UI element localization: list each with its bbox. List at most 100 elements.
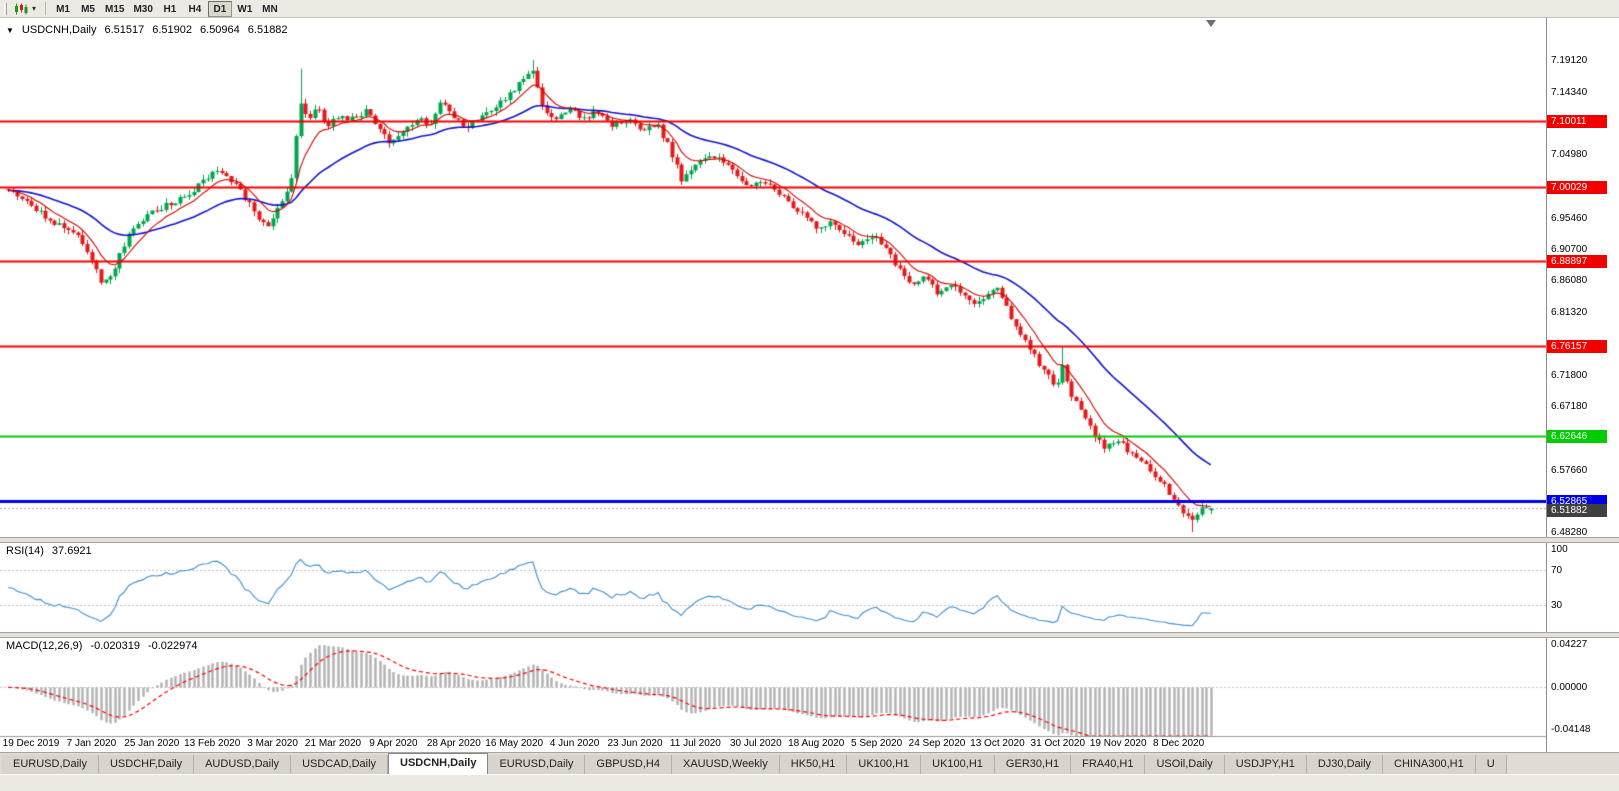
status-bar	[0, 774, 1619, 791]
chart-ohlc-header: ▼ USDCNH,Daily 6.51517 6.51902 6.50964 6…	[6, 24, 288, 36]
price-level-label[interactable]: 7.00029	[1547, 181, 1607, 195]
price-level-label[interactable]: 6.62646	[1547, 430, 1607, 444]
timeframe-button-d1[interactable]: D1	[207, 0, 232, 17]
chart-tab-usdjpy-h1[interactable]: USDJPY,H1	[1224, 755, 1307, 774]
chart-tab-eurusd-daily[interactable]: EURUSD,Daily	[488, 755, 586, 774]
chart-tab-usdcad-daily[interactable]: USDCAD,Daily	[291, 755, 389, 774]
macd-label: MACD(12,26,9)	[6, 640, 83, 652]
price-axis-tick: 7.19120	[1551, 54, 1588, 66]
chart-tab-usdcnh-daily[interactable]: USDCNH,Daily	[388, 753, 489, 774]
timeframe-button-m1[interactable]: M1	[56, 3, 70, 15]
price-axis-tick: 6.90700	[1551, 244, 1588, 256]
date-axis-label: 31 Oct 2020	[1030, 738, 1086, 749]
date-axis-label: 8 Dec 2020	[1153, 738, 1205, 749]
chart-tab-fra40-h1[interactable]: FRA40,H1	[1071, 755, 1146, 774]
chart-tab-xauusd-weekly[interactable]: XAUUSD,Weekly	[671, 755, 780, 774]
chart-tab-ger30-h1[interactable]: GER30,H1	[994, 755, 1072, 774]
price-axis-border	[1546, 18, 1547, 752]
timeframe-button-m30[interactable]: M30	[133, 3, 153, 15]
date-axis-label: 13 Oct 2020	[970, 738, 1025, 749]
date-axis-label: 24 Sep 2020	[908, 738, 966, 749]
date-axis-label: 28 Apr 2020	[426, 738, 481, 749]
price-level-label[interactable]: 6.88897	[1547, 255, 1607, 269]
date-axis-label: 7 Jan 2020	[66, 738, 117, 749]
timeframe-button-m5[interactable]: M5	[81, 3, 95, 15]
price-axis-tick: 6.81320	[1551, 306, 1588, 318]
price-axis-tick: 7.04980	[1551, 149, 1588, 161]
timeframes-toolbar: ▾ M1 M5 M15 M30 H1 H4 D1 W1 MN	[0, 0, 1619, 18]
rsi-value: 37.6921	[51, 545, 92, 557]
panel-separator-rsi[interactable]	[0, 537, 1619, 543]
chart-tab-usdchf-daily[interactable]: USDCHF,Daily	[98, 755, 195, 774]
date-axis-label: 25 Jan 2020	[124, 738, 180, 749]
date-axis-label: 23 Jun 2020	[607, 738, 663, 749]
rsi-axis-tick: 30	[1551, 600, 1563, 612]
date-axis-label: 21 Mar 2020	[304, 738, 362, 749]
date-axis-label: 11 Jul 2020	[669, 738, 721, 749]
macd-main-value: -0.020319	[90, 640, 140, 652]
chart-tab-audusd-daily[interactable]: AUDUSD,Daily	[194, 755, 292, 774]
ohlc-open: 6.51517	[104, 24, 145, 36]
chart-tab-china300-h1[interactable]: CHINA300,H1	[1383, 755, 1476, 774]
date-axis-label: 30 Jul 2020	[729, 738, 782, 749]
chart-tab-u[interactable]: U	[1475, 755, 1507, 774]
chart-tab-eurusd-daily[interactable]: EURUSD,Daily	[2, 755, 99, 774]
timeframe-buttons: M1 M5 M15 M30 H1 H4 D1 W1 MN	[51, 0, 282, 17]
price-level-label[interactable]: 7.10011	[1547, 114, 1607, 128]
date-axis-label: 13 Feb 2020	[184, 738, 241, 749]
rsi-axis-tick: 100	[1551, 544, 1568, 555]
toolbar-separator	[45, 2, 47, 15]
price-axis-tick: 6.71800	[1551, 370, 1588, 382]
rsi-label: RSI(14)	[6, 545, 44, 557]
rsi-axis-tick: 70	[1551, 564, 1563, 576]
date-axis-label: 9 Apr 2020	[369, 738, 418, 749]
chart-shift-marker-icon[interactable]	[1206, 20, 1216, 27]
ohlc-high: 6.51902	[152, 24, 193, 36]
date-axis-label: 3 Mar 2020	[247, 738, 298, 749]
chart-tab-dj30-daily[interactable]: DJ30,Daily	[1306, 755, 1384, 774]
chart-area: ▼ USDCNH,Daily 6.51517 6.51902 6.50964 6…	[0, 18, 1619, 752]
timeframe-button-h4[interactable]: H4	[188, 3, 202, 15]
date-axis-label: 18 Aug 2020	[788, 738, 845, 749]
price-axis-tick: 7.14340	[1551, 86, 1588, 98]
panel-separator-macd[interactable]	[0, 632, 1619, 638]
price-level-label[interactable]: 6.76157	[1547, 340, 1607, 354]
price-axis-tick: 6.95460	[1551, 212, 1588, 224]
chart-type-button[interactable]	[11, 1, 31, 17]
price-axis-tick: 6.57660	[1551, 464, 1588, 476]
price-axis-tick: 6.86080	[1551, 275, 1588, 287]
chart-tabs-bar: EURUSD,Daily USDCHF,Daily AUDUSD,Daily USDC…	[0, 752, 1619, 774]
chart-tab-hk50-h1[interactable]: HK50,H1	[779, 755, 848, 774]
macd-axis-tick: 0.00000	[1551, 682, 1588, 694]
price-axis-tick: 6.67180	[1551, 401, 1588, 413]
chart-tab-usoil-daily[interactable]: USOil,Daily	[1145, 755, 1225, 774]
date-axis-label: 5 Sep 2020	[851, 738, 903, 749]
price-axis-tick: 6.48280	[1551, 527, 1588, 538]
date-axis-label: 4 Jun 2020	[549, 738, 600, 749]
chart-symbol-period: USDCNH,Daily	[21, 24, 97, 36]
chart-type-dropdown-icon[interactable]: ▾	[32, 4, 37, 13]
rsi-header: RSI(14) 37.6921	[6, 545, 92, 557]
chart-tab-uk100-h1[interactable]: UK100,H1	[847, 755, 922, 774]
timeframe-button-mn[interactable]: MN	[262, 3, 278, 15]
chart-canvas[interactable]	[0, 18, 1546, 752]
ohlc-low: 6.50964	[200, 24, 240, 36]
timeframe-button-h1[interactable]: H1	[163, 3, 177, 15]
ohlc-close: 6.51882	[247, 24, 288, 36]
date-axis-label: 19 Dec 2019	[2, 738, 60, 749]
timeframe-button-w1[interactable]: W1	[237, 3, 253, 15]
symbol-marker-icon: ▼	[6, 25, 14, 35]
macd-signal-value: -0.022974	[147, 640, 198, 652]
chart-tab-gbpusd-h4[interactable]: GBPUSD,H4	[585, 755, 672, 774]
macd-axis-tick: 0.04227	[1551, 639, 1588, 650]
bid-price-label: 6.51882	[1547, 504, 1607, 517]
date-axis-label: 19 Nov 2020	[1089, 738, 1147, 749]
timeframe-button-m15[interactable]: M15	[105, 3, 125, 15]
date-axis-label: 16 May 2020	[485, 738, 544, 749]
toolbar-drag-handle[interactable]	[4, 2, 7, 15]
chart-tab-uk100-h1[interactable]: UK100,H1	[921, 755, 995, 774]
macd-header: MACD(12,26,9) -0.020319 -0.022974	[6, 640, 198, 652]
candlestick-chart-icon	[15, 3, 28, 14]
macd-axis-tick: -0.04148	[1551, 724, 1591, 735]
